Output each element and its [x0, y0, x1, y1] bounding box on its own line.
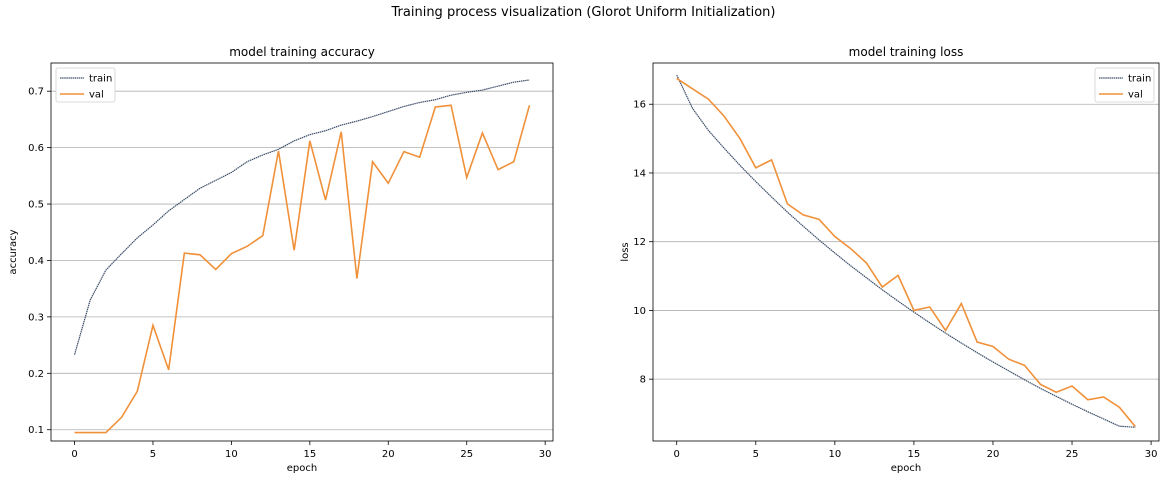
y-tick-label: 0.5	[28, 200, 44, 211]
x-tick-label: 30	[1145, 449, 1158, 460]
chart-title: model training loss	[849, 45, 964, 59]
x-tick-label: 25	[460, 449, 473, 460]
x-axis-label: epoch	[287, 463, 317, 474]
plot-frame	[50, 62, 554, 442]
x-axis-label: epoch	[891, 463, 921, 474]
y-tick-label: 0.2	[28, 369, 44, 380]
series-line-train	[73, 79, 530, 355]
y-tick-label: 10	[633, 306, 646, 317]
x-tick-label: 20	[987, 449, 1000, 460]
figure-title: Training process visualization (Glorot U…	[391, 5, 776, 20]
legend-label-train: train	[1128, 74, 1151, 85]
y-tick-label: 14	[633, 168, 646, 179]
y-axis-label: loss	[620, 242, 631, 261]
y-tick-label: 12	[633, 237, 646, 248]
x-tick-label: 10	[225, 449, 238, 460]
x-tick-label: 5	[150, 449, 156, 460]
x-tick-label: 30	[539, 449, 552, 460]
legend: train val	[1094, 67, 1155, 103]
series-line-val	[74, 104, 531, 434]
y-tick-label: 16	[633, 100, 646, 111]
chart-title: model training accuracy	[229, 45, 375, 59]
x-tick-label: 15	[908, 449, 921, 460]
x-tick-label: 10	[828, 449, 841, 460]
legend-label-train: train	[89, 74, 112, 85]
legend: train val	[55, 67, 116, 103]
series-line-val	[676, 77, 1136, 428]
y-tick-label: 0.1	[28, 425, 44, 436]
x-tick-label: 5	[753, 449, 759, 460]
legend-label-val: val	[1128, 90, 1143, 101]
x-tick-label: 0	[71, 449, 77, 460]
x-tick-label: 20	[382, 449, 395, 460]
x-tick-label: 15	[303, 449, 316, 460]
y-axis-label: accuracy	[8, 229, 19, 274]
plot-frame	[652, 62, 1160, 442]
y-tick-label: 0.3	[28, 312, 44, 323]
y-tick-label: 0.4	[28, 256, 44, 267]
y-tick-label: 8	[640, 375, 646, 386]
series-line-train	[676, 74, 1136, 428]
chart-panel-1: 0 5 10 15 20 25 30 0.1 0.2 0.3 0.4 0.5 0.6 0.7 model t…	[8, 45, 554, 474]
legend-label-val: val	[89, 90, 104, 101]
chart-panel-2: 0 5 10 15 20 25 30 8 10 12 14 16 model training loss…	[620, 45, 1160, 474]
x-tick-label: 0	[674, 449, 680, 460]
y-tick-label: 0.6	[28, 143, 44, 154]
y-tick-label: 0.7	[28, 87, 44, 98]
x-tick-label: 25	[1066, 449, 1079, 460]
